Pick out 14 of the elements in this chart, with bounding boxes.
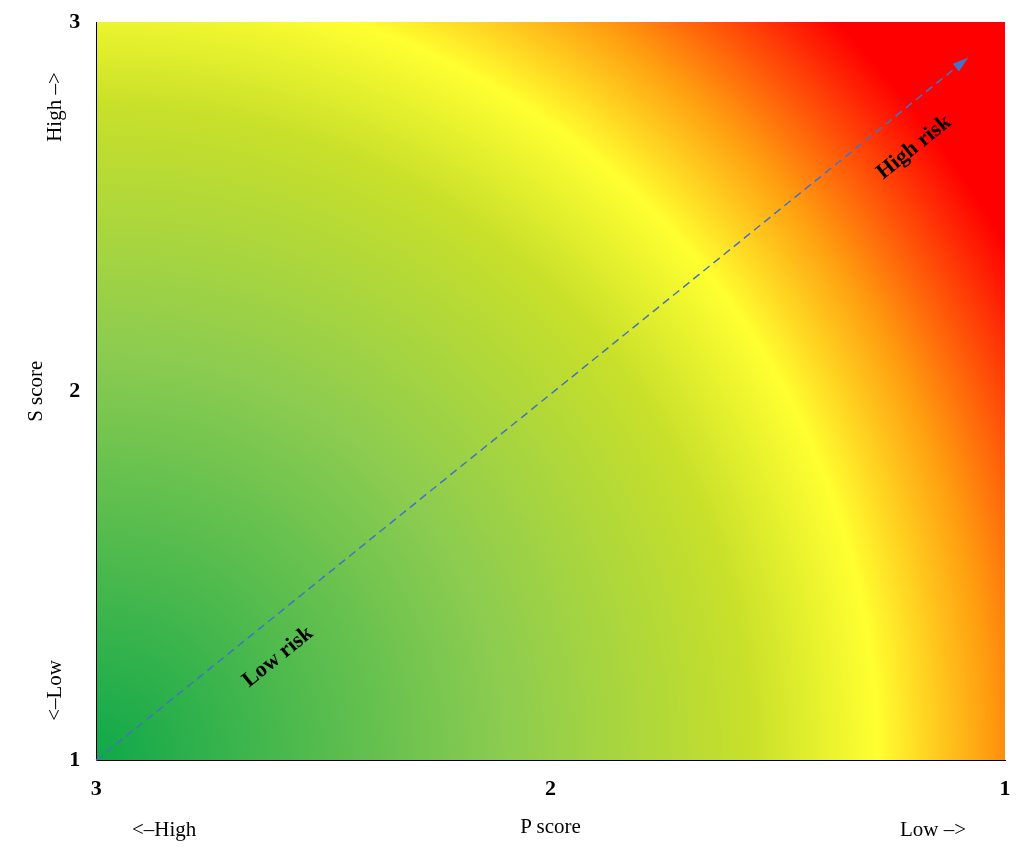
annotation: High risk [870,108,956,184]
text: Low –> [899,816,967,841]
y-tick-label: 1 [69,746,81,772]
y-tick-label: 3 [69,7,81,33]
y-tick-label: 2 [69,376,81,402]
x-axis-title: P score [520,813,581,838]
x-tick-label: 1 [999,775,1011,801]
x-tick-label: 3 [90,775,102,801]
text: <–Low [41,659,66,721]
text: High –> [41,72,66,142]
text: <–High [132,816,197,841]
x-tick-label: 2 [545,775,557,801]
annotation: Low risk [236,619,318,692]
y-axis-title: S score [23,360,48,422]
